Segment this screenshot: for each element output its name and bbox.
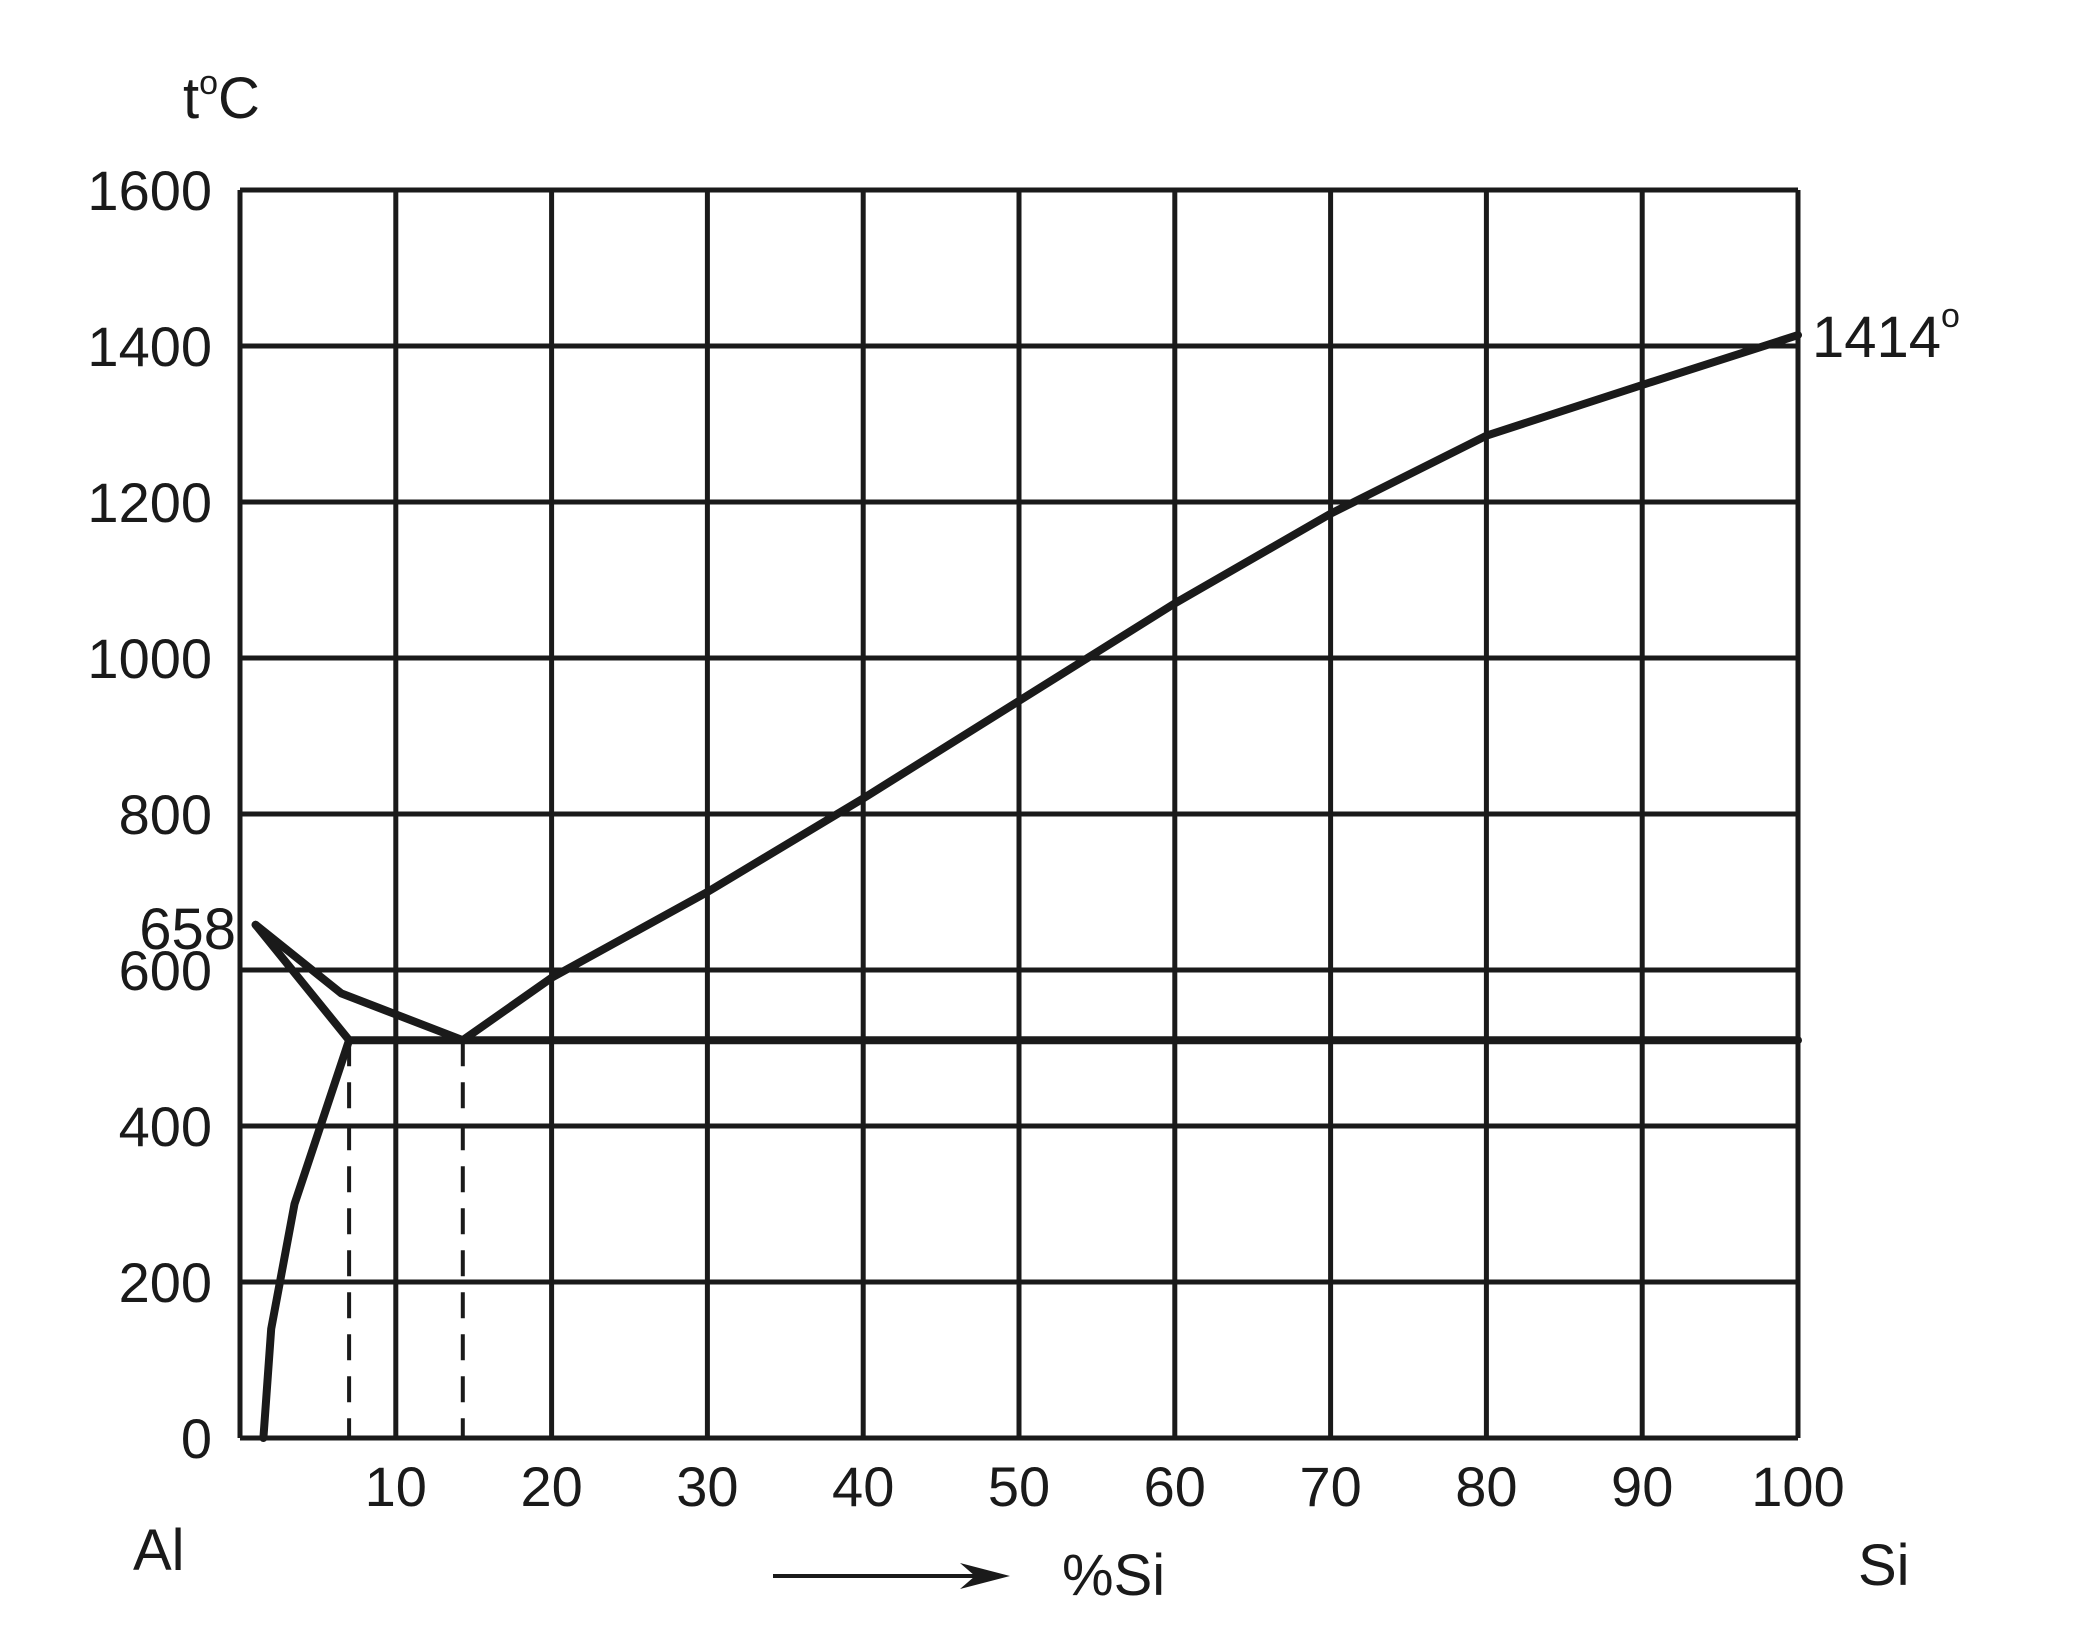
- annotation-al-melting: 658: [139, 897, 236, 962]
- solidus-al: [251, 920, 354, 1045]
- x-tick-label: 90: [1611, 1455, 1673, 1518]
- x-axis-label: %Si: [1062, 1543, 1165, 1608]
- x-tick-label: 80: [1455, 1455, 1517, 1518]
- x-tick-label: 20: [520, 1455, 582, 1518]
- x-tick-label: 70: [1299, 1455, 1361, 1518]
- x-tick-label: 40: [832, 1455, 894, 1518]
- y-tick-label: 400: [119, 1095, 212, 1158]
- liquidus-al: [251, 920, 467, 1045]
- y-tick-label: 200: [119, 1251, 212, 1314]
- y-tick-label: 1600: [87, 159, 212, 222]
- liquidus-si: [458, 331, 1802, 1045]
- y-tick-label: 1400: [87, 315, 212, 378]
- solvus-al: [259, 1036, 354, 1442]
- y-tick-label: 1000: [87, 627, 212, 690]
- x-tick-label: 50: [988, 1455, 1050, 1518]
- y-axis-title: toC: [183, 64, 260, 131]
- phase-curves: [251, 331, 1802, 1442]
- right-element-label: Si: [1858, 1533, 1910, 1598]
- tick-labels: 0 200 400 600 800 1000 1200 1400 1600 10 20 30 40 50 6…: [87, 159, 1844, 1518]
- y-tick-label: 0: [181, 1407, 212, 1470]
- x-tick-label: 10: [365, 1455, 427, 1518]
- y-tick-label: 1200: [87, 471, 212, 534]
- y-tick-label: 600: [119, 939, 212, 1002]
- left-element-label: Al: [133, 1518, 185, 1583]
- x-tick-label: 100: [1751, 1455, 1844, 1518]
- grid: [237, 187, 1801, 1441]
- y-tick-label: 800: [119, 783, 212, 846]
- x-tick-label: 60: [1144, 1455, 1206, 1518]
- x-tick-label: 30: [676, 1455, 738, 1518]
- annotation-si-melting: 1414o: [1812, 297, 1960, 370]
- arrow-head-icon: [960, 1563, 1010, 1589]
- x-axis-title: %Si: [773, 1543, 1165, 1608]
